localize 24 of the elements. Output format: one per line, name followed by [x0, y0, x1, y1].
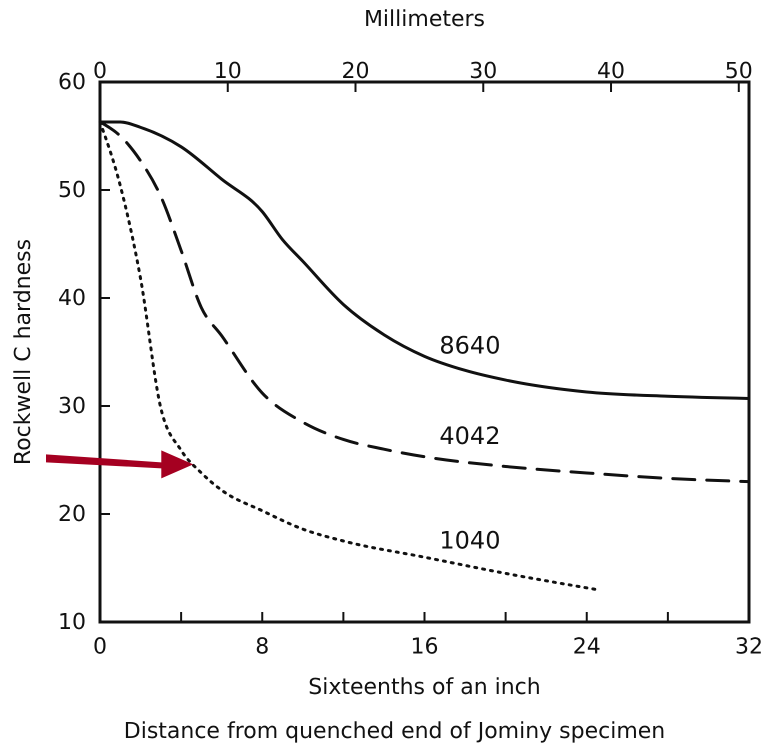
x2-tick-label: 40	[597, 59, 626, 84]
y-tick-label: 10	[58, 610, 86, 636]
y-tick-label: 40	[58, 286, 86, 312]
x2-tick-label: 10	[214, 59, 242, 84]
x2-tick-label: 30	[469, 59, 498, 84]
y-tick-label: 60	[58, 70, 86, 96]
series-label: 1040	[439, 526, 500, 554]
x-tick-label: 24	[572, 634, 601, 660]
text: Distance from quenched end of Jominy specimen	[124, 719, 666, 744]
x2-axis-title: Millimeters	[364, 7, 486, 32]
x-tick-label: 16	[410, 634, 438, 660]
x-axis-title: Sixteenths of an inch	[308, 675, 541, 700]
y-tick-label: 50	[58, 178, 86, 204]
x-tick-label: 32	[735, 634, 763, 660]
x2-tick-label: 20	[342, 59, 370, 84]
y-axis-title: Rockwell C hardness	[11, 238, 36, 466]
y-tick-label: 30	[58, 394, 86, 420]
x-tick-label: 8	[255, 634, 270, 660]
series-label: 4042	[439, 422, 500, 450]
y-tick-label: 20	[58, 502, 86, 528]
x2-tick-label: 0	[93, 59, 107, 84]
x2-tick-label: 50	[724, 59, 753, 84]
series-label: 8640	[439, 332, 500, 360]
x-tick-label: 0	[93, 634, 107, 660]
